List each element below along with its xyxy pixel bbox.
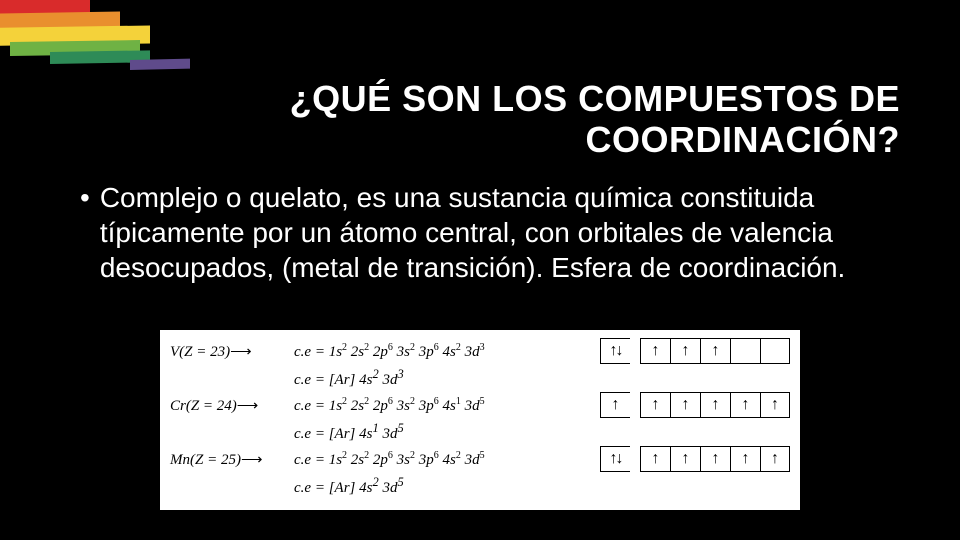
bullet-block: • Complejo o quelato, es una sustancia q… <box>80 180 880 285</box>
orbital-box <box>630 446 640 472</box>
electron-config-full: c.e = 1s2 2s2 2p6 3s2 3p6 4s2 3d3 <box>294 342 586 361</box>
electron-config-short-row: c.e = [Ar] 4s1 3d5 <box>170 421 790 443</box>
title-line-2: COORDINACIÓN? <box>586 119 901 160</box>
electron-config-short: c.e = [Ar] 4s2 3d5 <box>294 475 404 497</box>
orbital-box <box>630 392 640 418</box>
electron-config-short-row: c.e = [Ar] 4s2 3d3 <box>170 367 790 389</box>
orbital-box <box>760 338 790 364</box>
title-line-1: ¿QUÉ SON LOS COMPUESTOS DE <box>290 78 900 119</box>
orbital-box: ↑ <box>730 446 760 472</box>
orbital-boxes: ↑↑↑↑↑↑ <box>600 392 790 418</box>
electron-config-row: Cr(Z = 24)⟶ c.e = 1s2 2s2 2p6 3s2 3p6 4s1… <box>170 392 790 418</box>
orbital-box: ↑ <box>730 392 760 418</box>
orbital-box <box>630 338 640 364</box>
electron-config-row: V(Z = 23)⟶ c.e = 1s2 2s2 2p6 3s2 3p6 4s2 … <box>170 338 790 364</box>
orbital-box: ↑ <box>700 338 730 364</box>
electron-config-full: c.e = 1s2 2s2 2p6 3s2 3p6 4s2 3d5 <box>294 450 586 469</box>
orbital-box: ↑ <box>640 392 670 418</box>
orbital-box: ↑ <box>640 446 670 472</box>
electron-config-short: c.e = [Ar] 4s1 3d5 <box>294 421 404 443</box>
orbital-box: ↑ <box>640 338 670 364</box>
slide-title: ¿QUÉ SON LOS COMPUESTOS DE COORDINACIÓN? <box>180 78 900 161</box>
electron-config-full: c.e = 1s2 2s2 2p6 3s2 3p6 4s1 3d5 <box>294 396 586 415</box>
orbital-box: ↑↓ <box>600 338 630 364</box>
orbital-box: ↑ <box>600 392 630 418</box>
orbital-box: ↑ <box>760 392 790 418</box>
element-label: Mn(Z = 25)⟶ <box>170 450 280 469</box>
electron-config-figure: V(Z = 23)⟶ c.e = 1s2 2s2 2p6 3s2 3p6 4s2 … <box>160 330 800 510</box>
orbital-box: ↑ <box>670 338 700 364</box>
orbital-box: ↑ <box>670 392 700 418</box>
electron-config-short: c.e = [Ar] 4s2 3d3 <box>294 367 404 389</box>
element-label: V(Z = 23)⟶ <box>170 342 280 361</box>
bullet-dot-icon: • <box>80 180 90 285</box>
bullet-text: Complejo o quelato, es una sustancia quí… <box>100 180 880 285</box>
orbital-box: ↑ <box>760 446 790 472</box>
orbital-boxes: ↑↓↑↑↑↑↑ <box>600 446 790 472</box>
orbital-box <box>730 338 760 364</box>
orbital-box: ↑ <box>700 392 730 418</box>
orbital-box: ↑ <box>700 446 730 472</box>
orbital-boxes: ↑↓↑↑↑ <box>600 338 790 364</box>
element-label: Cr(Z = 24)⟶ <box>170 396 280 415</box>
electron-config-row: Mn(Z = 25)⟶ c.e = 1s2 2s2 2p6 3s2 3p6 4s2… <box>170 446 790 472</box>
orbital-box: ↑ <box>670 446 700 472</box>
corner-accent <box>0 0 300 90</box>
electron-config-short-row: c.e = [Ar] 4s2 3d5 <box>170 475 790 497</box>
orbital-box: ↑↓ <box>600 446 630 472</box>
